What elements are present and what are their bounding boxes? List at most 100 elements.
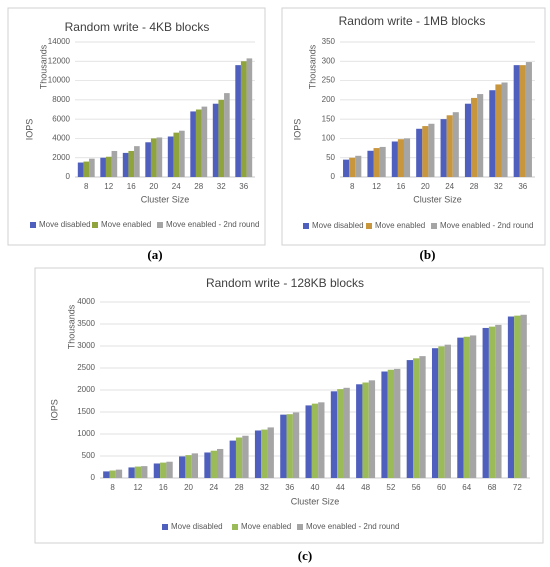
bar bbox=[77, 162, 84, 177]
bar bbox=[391, 141, 398, 177]
y-axis-unit: Thousands bbox=[38, 44, 48, 89]
bar bbox=[191, 453, 199, 478]
bar bbox=[261, 429, 268, 478]
legend-swatch bbox=[157, 222, 163, 228]
bar bbox=[286, 414, 293, 478]
x-tick-label: 8 bbox=[110, 483, 115, 492]
y-tick-label: 250 bbox=[322, 76, 336, 85]
bar bbox=[520, 314, 527, 478]
legend-label: Move enabled - 2nd round bbox=[440, 221, 533, 230]
y-tick-label: 12000 bbox=[48, 56, 71, 65]
bar bbox=[280, 414, 287, 478]
bar bbox=[373, 148, 380, 177]
bar bbox=[190, 111, 196, 177]
x-tick-label: 32 bbox=[217, 182, 226, 191]
panel-frame bbox=[34, 267, 544, 544]
x-tick-label: 72 bbox=[513, 483, 522, 492]
bar bbox=[246, 58, 253, 178]
bar bbox=[477, 94, 484, 177]
bar bbox=[362, 382, 369, 478]
x-tick-label: 12 bbox=[104, 182, 113, 191]
y-tick-label: 2000 bbox=[52, 153, 70, 162]
bar bbox=[463, 336, 470, 478]
bar bbox=[128, 467, 135, 478]
y-tick-label: 150 bbox=[322, 114, 336, 123]
bar bbox=[501, 82, 508, 177]
bar bbox=[115, 469, 123, 478]
bar bbox=[337, 389, 344, 478]
bar bbox=[368, 380, 376, 478]
bar bbox=[356, 384, 363, 478]
chart-title: Random write - 4KB blocks bbox=[65, 20, 210, 34]
bar bbox=[519, 65, 526, 177]
panel-label: (b) bbox=[420, 247, 436, 262]
bar bbox=[495, 84, 502, 177]
y-tick-label: 200 bbox=[322, 95, 336, 104]
bar bbox=[242, 435, 249, 478]
bar bbox=[428, 123, 435, 177]
legend-label: Move enabled - 2nd round bbox=[166, 220, 259, 229]
x-axis-label: Cluster Size bbox=[413, 194, 462, 204]
bar bbox=[422, 126, 429, 177]
x-tick-label: 36 bbox=[518, 182, 527, 191]
bar bbox=[305, 405, 312, 478]
bar bbox=[83, 161, 90, 177]
x-tick-label: 64 bbox=[462, 483, 471, 492]
bar bbox=[513, 65, 520, 177]
bar bbox=[413, 358, 420, 478]
x-tick-label: 24 bbox=[209, 483, 218, 492]
bar bbox=[355, 155, 362, 177]
x-tick-label: 40 bbox=[311, 483, 320, 492]
x-tick-label: 36 bbox=[285, 483, 294, 492]
y-tick-label: 10000 bbox=[48, 76, 71, 85]
legend-label: Move enabled bbox=[375, 221, 425, 230]
bar bbox=[216, 448, 224, 478]
x-tick-label: 8 bbox=[84, 182, 89, 191]
bar bbox=[134, 146, 140, 177]
y-tick-label: 50 bbox=[326, 153, 335, 162]
bar bbox=[403, 138, 411, 177]
x-tick-label: 16 bbox=[396, 182, 405, 191]
bar bbox=[488, 326, 496, 478]
y-axis-unit: Thousands bbox=[307, 44, 317, 89]
bar bbox=[195, 109, 202, 177]
bar bbox=[105, 156, 112, 177]
y-tick-label: 4000 bbox=[52, 134, 70, 143]
y-axis-label: IOPS bbox=[24, 119, 34, 141]
x-tick-label: 20 bbox=[149, 182, 158, 191]
bar bbox=[254, 430, 262, 478]
bar bbox=[525, 62, 532, 177]
x-tick-label: 32 bbox=[494, 182, 503, 191]
y-tick-label: 2000 bbox=[77, 385, 95, 394]
legend-swatch bbox=[431, 223, 437, 229]
x-tick-label: 28 bbox=[470, 182, 479, 191]
legend-label: Move disabled bbox=[39, 220, 91, 229]
x-tick-label: 28 bbox=[235, 483, 244, 492]
x-tick-label: 24 bbox=[445, 182, 454, 191]
x-tick-label: 8 bbox=[350, 182, 355, 191]
bar bbox=[457, 337, 464, 478]
bar bbox=[379, 146, 386, 177]
x-tick-label: 48 bbox=[361, 483, 370, 492]
bar bbox=[179, 130, 185, 177]
legend-swatch bbox=[92, 222, 98, 228]
panel-label: (a) bbox=[147, 247, 162, 262]
bar bbox=[173, 132, 180, 177]
y-axis-unit: Thousands bbox=[66, 304, 76, 349]
bar bbox=[489, 90, 496, 177]
y-tick-label: 3500 bbox=[77, 319, 95, 328]
x-tick-label: 52 bbox=[386, 483, 395, 492]
bar bbox=[381, 371, 388, 478]
legend-swatch bbox=[366, 223, 372, 229]
bar bbox=[394, 368, 401, 478]
x-tick-label: 16 bbox=[159, 483, 168, 492]
y-tick-label: 14000 bbox=[48, 37, 71, 46]
bar bbox=[452, 112, 459, 177]
bar bbox=[397, 139, 404, 177]
bar bbox=[311, 403, 319, 478]
bar bbox=[212, 103, 219, 177]
bar bbox=[103, 471, 110, 478]
bar bbox=[150, 138, 157, 177]
bar bbox=[406, 360, 414, 478]
